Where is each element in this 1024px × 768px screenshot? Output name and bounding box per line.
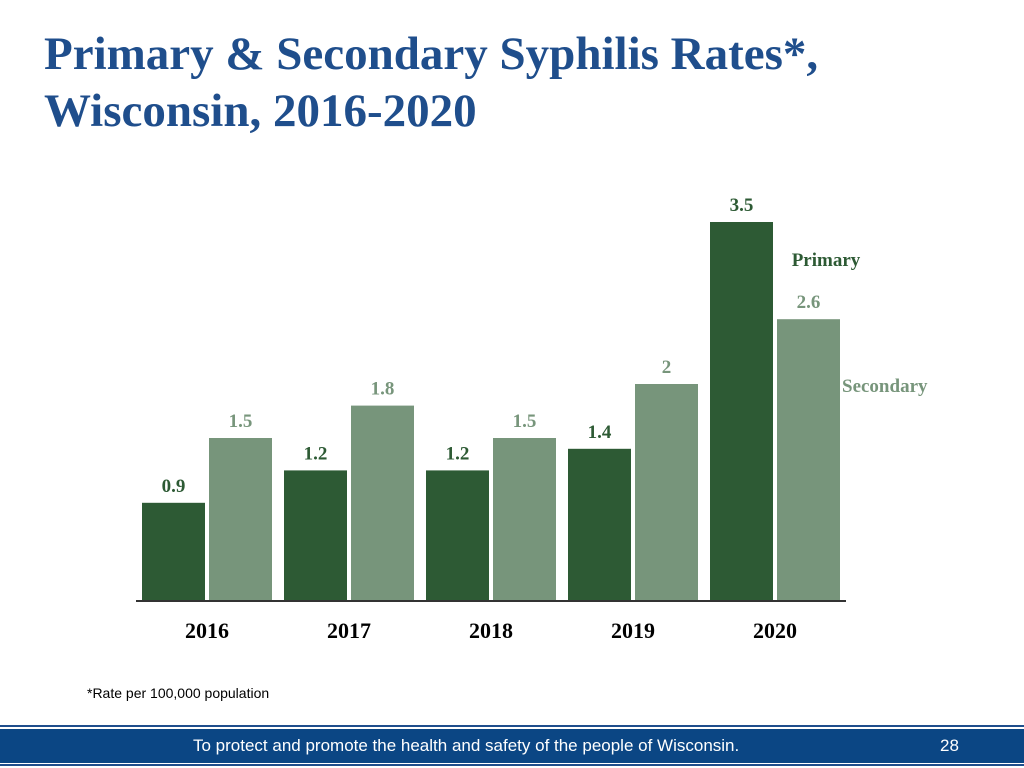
x-tick-label-2020: 2020 [753, 618, 797, 643]
bar-secondary-2019 [635, 384, 698, 600]
slide-title-line1: Primary & Secondary Syphilis Rates*, [44, 28, 819, 80]
data-label-secondary-2018: 1.5 [513, 411, 537, 432]
bar-primary-2018 [426, 470, 489, 600]
legend-label-primary: Primary [792, 250, 861, 271]
data-label-primary-2020: 3.5 [730, 195, 754, 216]
data-label-secondary-2019: 2 [662, 357, 672, 378]
footnote: *Rate per 100,000 population [87, 685, 270, 701]
legend-label-secondary: Secondary [842, 376, 928, 397]
footer-divider-top [0, 725, 1024, 727]
footer-mission-text: To protect and promote the health and sa… [193, 736, 740, 755]
bar-secondary-2018 [493, 438, 556, 600]
x-tick-label-2017: 2017 [327, 618, 371, 643]
bar-secondary-2016 [209, 438, 272, 600]
x-tick-label-2019: 2019 [611, 618, 655, 643]
bar-chart: 0.9 1.5 2016 1.2 1.8 2017 1.2 1.5 2018 1.4 2 2019 3.… [136, 195, 928, 643]
page-number: 28 [940, 736, 959, 755]
slide-title-line2: Wisconsin, 2016-2020 [44, 85, 477, 137]
data-label-primary-2017: 1.2 [304, 443, 328, 464]
x-tick-label-2018: 2018 [469, 618, 513, 643]
slide-title: Primary & Secondary Syphilis Rates*, Wis… [44, 26, 984, 140]
bar-secondary-2020 [777, 319, 840, 600]
bar-primary-2020 [710, 222, 773, 600]
data-label-primary-2016: 0.9 [162, 476, 186, 497]
data-label-secondary-2020: 2.6 [797, 292, 821, 313]
bar-secondary-2017 [351, 405, 414, 600]
bar-primary-2017 [284, 470, 347, 600]
x-tick-label-2016: 2016 [185, 618, 229, 643]
footer-divider-bottom [0, 764, 1024, 766]
data-label-primary-2018: 1.2 [446, 443, 470, 464]
data-label-secondary-2017: 1.8 [371, 379, 395, 400]
bar-primary-2016 [142, 502, 205, 600]
data-label-secondary-2016: 1.5 [229, 411, 253, 432]
bar-primary-2019 [568, 448, 631, 600]
data-label-primary-2019: 1.4 [588, 422, 612, 443]
footer-bar: To protect and promote the health and sa… [0, 729, 1024, 763]
